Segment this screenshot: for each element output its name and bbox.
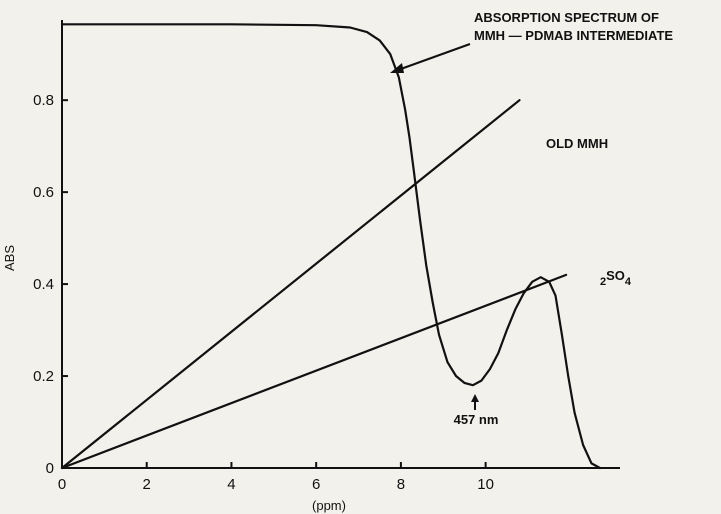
y-axis-title: ABS [2, 245, 17, 271]
x-axis-title: (ppm) [312, 498, 346, 513]
y-tick-label: 0.6 [33, 184, 54, 201]
annotation-old-mmh: OLD MMH [546, 136, 608, 151]
x-tick-label: 2 [143, 476, 151, 493]
series-line-mmh-h2so4 [60, 273, 568, 470]
annotation-peak-arrowhead [471, 394, 479, 402]
x-tick-label: 0 [58, 476, 66, 493]
x-tick-label: 10 [477, 476, 494, 493]
annotation-spectrum-pointer [397, 43, 471, 71]
x-tick-label: 6 [312, 476, 320, 493]
annotation-457nm: 457 nm [454, 412, 499, 427]
annotation-spectrum-line1: ABSORPTION SPECTRUM OF [474, 10, 659, 25]
annotation-mmh-h2so4-sub2: 4 [625, 276, 632, 288]
x-tick-label: 4 [227, 476, 235, 493]
annotation-mmh-h2so4: 2SO4 [600, 268, 632, 288]
annotation-mmh-h2so4-sub1: 2 [600, 276, 606, 288]
x-tick-label: 8 [397, 476, 405, 493]
y-tick-label: 0.2 [33, 368, 54, 385]
annotation-spectrum-arrowhead [390, 63, 404, 73]
annotation-spectrum-line2: MMH — PDMAB INTERMEDIATE [474, 28, 673, 43]
y-ticks: 0 0.2 0.4 0.6 0.8 [33, 92, 68, 477]
series-line-absorption-spectrum [60, 23, 602, 470]
y-tick-label: 0 [46, 460, 54, 477]
series-line-old-mmh [60, 99, 521, 470]
y-tick-label: 0.8 [33, 92, 54, 109]
y-tick-label: 0.4 [33, 276, 54, 293]
x-ticks: 0 2 4 6 8 10 [58, 462, 494, 493]
annotation-mmh-h2so4-mid: SO [606, 268, 625, 283]
